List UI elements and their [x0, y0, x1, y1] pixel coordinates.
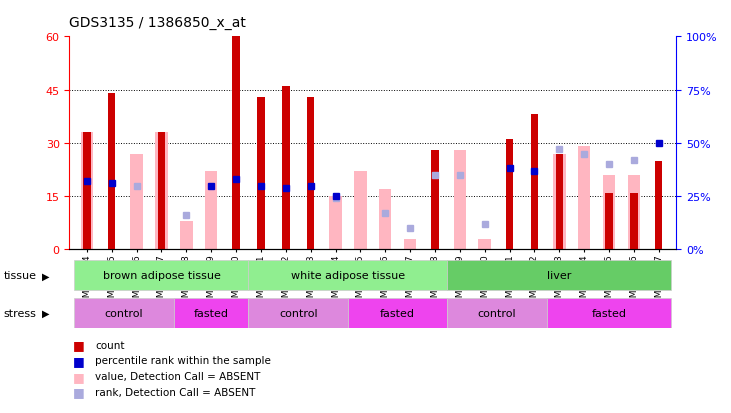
- Text: tissue: tissue: [4, 271, 37, 281]
- Text: rank, Detection Call = ABSENT: rank, Detection Call = ABSENT: [95, 387, 255, 397]
- Text: control: control: [279, 308, 317, 318]
- Bar: [249, 298, 348, 328]
- Text: control: control: [478, 308, 517, 318]
- Bar: [605, 193, 613, 250]
- Bar: [556, 154, 563, 250]
- Text: GDS3135 / 1386850_x_at: GDS3135 / 1386850_x_at: [69, 16, 246, 30]
- Bar: [348, 298, 447, 328]
- Bar: [630, 193, 637, 250]
- Bar: [354, 172, 366, 250]
- Text: fasted: fasted: [380, 308, 415, 318]
- Bar: [655, 161, 662, 250]
- Bar: [329, 197, 341, 250]
- Bar: [447, 298, 547, 328]
- Bar: [479, 239, 491, 250]
- Bar: [108, 94, 115, 250]
- Bar: [257, 97, 265, 250]
- Bar: [553, 154, 566, 250]
- Text: ■: ■: [73, 385, 85, 399]
- Bar: [628, 176, 640, 250]
- Text: control: control: [105, 308, 143, 318]
- Bar: [80, 133, 93, 250]
- Text: brown adipose tissue: brown adipose tissue: [102, 271, 220, 281]
- Bar: [531, 115, 538, 250]
- Bar: [578, 147, 591, 250]
- Text: ■: ■: [73, 354, 85, 367]
- Text: ■: ■: [73, 338, 85, 351]
- Bar: [603, 176, 616, 250]
- Bar: [83, 133, 91, 250]
- Bar: [75, 298, 174, 328]
- Text: ▶: ▶: [42, 271, 50, 281]
- Text: white adipose tissue: white adipose tissue: [291, 271, 405, 281]
- Bar: [155, 133, 167, 250]
- Bar: [447, 261, 671, 291]
- Bar: [454, 151, 466, 250]
- Bar: [431, 151, 439, 250]
- Bar: [506, 140, 513, 250]
- Bar: [158, 133, 165, 250]
- Bar: [249, 261, 447, 291]
- Text: percentile rank within the sample: percentile rank within the sample: [95, 356, 271, 366]
- Text: stress: stress: [4, 308, 37, 318]
- Bar: [404, 239, 417, 250]
- Bar: [180, 221, 192, 250]
- Text: count: count: [95, 340, 124, 350]
- Bar: [205, 172, 217, 250]
- Text: ■: ■: [73, 370, 85, 383]
- Bar: [547, 298, 671, 328]
- Bar: [232, 37, 240, 250]
- Text: fasted: fasted: [591, 308, 626, 318]
- Text: fasted: fasted: [194, 308, 229, 318]
- Bar: [282, 87, 289, 250]
- Bar: [174, 298, 249, 328]
- Bar: [130, 154, 143, 250]
- Bar: [379, 190, 392, 250]
- Bar: [307, 97, 314, 250]
- Bar: [75, 261, 249, 291]
- Text: value, Detection Call = ABSENT: value, Detection Call = ABSENT: [95, 371, 260, 381]
- Text: liver: liver: [547, 271, 572, 281]
- Text: ▶: ▶: [42, 308, 50, 318]
